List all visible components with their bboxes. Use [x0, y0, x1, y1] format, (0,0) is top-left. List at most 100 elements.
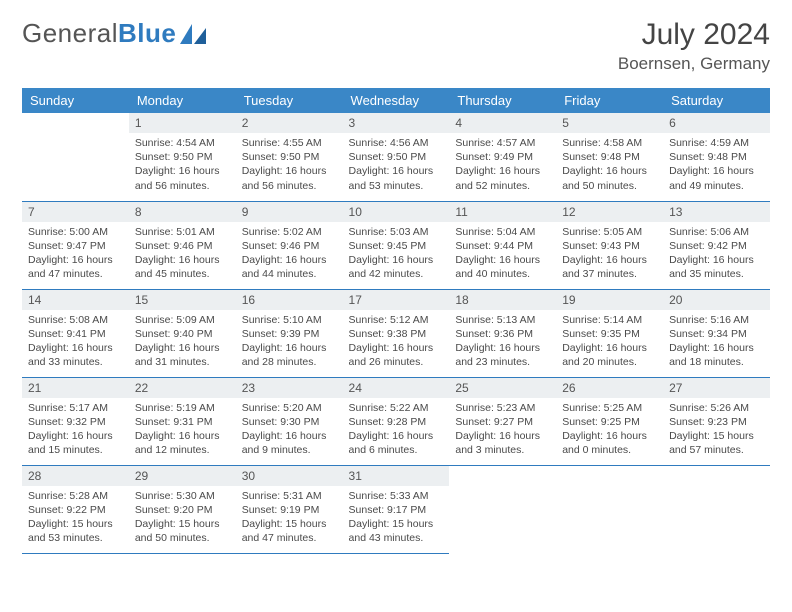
- calendar-cell: 31Sunrise: 5:33 AMSunset: 9:17 PMDayligh…: [343, 465, 450, 553]
- sunset-text: Sunset: 9:35 PM: [562, 327, 657, 341]
- calendar-cell: 16Sunrise: 5:10 AMSunset: 9:39 PMDayligh…: [236, 289, 343, 377]
- sunset-text: Sunset: 9:48 PM: [562, 150, 657, 164]
- calendar-cell: [663, 465, 770, 553]
- day-details: Sunrise: 5:04 AMSunset: 9:44 PMDaylight:…: [449, 222, 556, 288]
- daylight-text: Daylight: 15 hours and 57 minutes.: [669, 429, 764, 457]
- day-details: Sunrise: 5:17 AMSunset: 9:32 PMDaylight:…: [22, 398, 129, 464]
- day-details: Sunrise: 5:02 AMSunset: 9:46 PMDaylight:…: [236, 222, 343, 288]
- calendar-cell: 27Sunrise: 5:26 AMSunset: 9:23 PMDayligh…: [663, 377, 770, 465]
- day-details: Sunrise: 5:08 AMSunset: 9:41 PMDaylight:…: [22, 310, 129, 376]
- calendar-cell: 8Sunrise: 5:01 AMSunset: 9:46 PMDaylight…: [129, 201, 236, 289]
- day-details: Sunrise: 5:22 AMSunset: 9:28 PMDaylight:…: [343, 398, 450, 464]
- day-number: 22: [129, 378, 236, 398]
- sunrise-text: Sunrise: 4:56 AM: [349, 136, 444, 150]
- daylight-text: Daylight: 16 hours and 15 minutes.: [28, 429, 123, 457]
- calendar-cell: 21Sunrise: 5:17 AMSunset: 9:32 PMDayligh…: [22, 377, 129, 465]
- sunrise-text: Sunrise: 5:10 AM: [242, 313, 337, 327]
- daylight-text: Daylight: 16 hours and 0 minutes.: [562, 429, 657, 457]
- sunrise-text: Sunrise: 5:06 AM: [669, 225, 764, 239]
- day-details: Sunrise: 5:09 AMSunset: 9:40 PMDaylight:…: [129, 310, 236, 376]
- sunrise-text: Sunrise: 5:23 AM: [455, 401, 550, 415]
- day-number: 11: [449, 202, 556, 222]
- day-details: Sunrise: 5:14 AMSunset: 9:35 PMDaylight:…: [556, 310, 663, 376]
- day-details: Sunrise: 5:16 AMSunset: 9:34 PMDaylight:…: [663, 310, 770, 376]
- sunset-text: Sunset: 9:22 PM: [28, 503, 123, 517]
- daylight-text: Daylight: 16 hours and 52 minutes.: [455, 164, 550, 192]
- day-details: Sunrise: 5:25 AMSunset: 9:25 PMDaylight:…: [556, 398, 663, 464]
- sunrise-text: Sunrise: 5:03 AM: [349, 225, 444, 239]
- day-number: 17: [343, 290, 450, 310]
- sunrise-text: Sunrise: 5:28 AM: [28, 489, 123, 503]
- day-details: Sunrise: 5:31 AMSunset: 9:19 PMDaylight:…: [236, 486, 343, 552]
- weekday-header: Thursday: [449, 88, 556, 113]
- day-details: Sunrise: 4:55 AMSunset: 9:50 PMDaylight:…: [236, 133, 343, 199]
- logo-icon: [180, 24, 208, 44]
- weekday-header: Tuesday: [236, 88, 343, 113]
- calendar-cell: 13Sunrise: 5:06 AMSunset: 9:42 PMDayligh…: [663, 201, 770, 289]
- calendar-cell: 20Sunrise: 5:16 AMSunset: 9:34 PMDayligh…: [663, 289, 770, 377]
- page-title: July 2024: [618, 18, 770, 52]
- calendar-cell: 30Sunrise: 5:31 AMSunset: 9:19 PMDayligh…: [236, 465, 343, 553]
- day-details: Sunrise: 5:10 AMSunset: 9:39 PMDaylight:…: [236, 310, 343, 376]
- day-details: Sunrise: 5:19 AMSunset: 9:31 PMDaylight:…: [129, 398, 236, 464]
- daylight-text: Daylight: 15 hours and 53 minutes.: [28, 517, 123, 545]
- day-details: Sunrise: 5:30 AMSunset: 9:20 PMDaylight:…: [129, 486, 236, 552]
- daylight-text: Daylight: 15 hours and 47 minutes.: [242, 517, 337, 545]
- calendar-cell: 6Sunrise: 4:59 AMSunset: 9:48 PMDaylight…: [663, 113, 770, 201]
- day-details: Sunrise: 5:26 AMSunset: 9:23 PMDaylight:…: [663, 398, 770, 464]
- sunrise-text: Sunrise: 4:54 AM: [135, 136, 230, 150]
- day-number: 3: [343, 113, 450, 133]
- day-number: 29: [129, 466, 236, 486]
- calendar-cell: 24Sunrise: 5:22 AMSunset: 9:28 PMDayligh…: [343, 377, 450, 465]
- day-details: Sunrise: 5:33 AMSunset: 9:17 PMDaylight:…: [343, 486, 450, 552]
- daylight-text: Daylight: 16 hours and 18 minutes.: [669, 341, 764, 369]
- day-number: 24: [343, 378, 450, 398]
- weekday-header: Monday: [129, 88, 236, 113]
- daylight-text: Daylight: 16 hours and 53 minutes.: [349, 164, 444, 192]
- daylight-text: Daylight: 16 hours and 56 minutes.: [135, 164, 230, 192]
- sunset-text: Sunset: 9:40 PM: [135, 327, 230, 341]
- header-bar: GeneralBlue July 2024 Boernsen, Germany: [22, 18, 770, 74]
- calendar-table: SundayMondayTuesdayWednesdayThursdayFrid…: [22, 88, 770, 554]
- sunset-text: Sunset: 9:43 PM: [562, 239, 657, 253]
- weekday-header: Sunday: [22, 88, 129, 113]
- sunrise-text: Sunrise: 5:16 AM: [669, 313, 764, 327]
- day-number: 14: [22, 290, 129, 310]
- sunset-text: Sunset: 9:17 PM: [349, 503, 444, 517]
- calendar-cell: [449, 465, 556, 553]
- sunrise-text: Sunrise: 5:22 AM: [349, 401, 444, 415]
- sunrise-text: Sunrise: 5:25 AM: [562, 401, 657, 415]
- day-details: Sunrise: 5:06 AMSunset: 9:42 PMDaylight:…: [663, 222, 770, 288]
- day-number: 30: [236, 466, 343, 486]
- calendar-cell: 15Sunrise: 5:09 AMSunset: 9:40 PMDayligh…: [129, 289, 236, 377]
- calendar-cell: 11Sunrise: 5:04 AMSunset: 9:44 PMDayligh…: [449, 201, 556, 289]
- day-details: Sunrise: 5:23 AMSunset: 9:27 PMDaylight:…: [449, 398, 556, 464]
- calendar-cell: 5Sunrise: 4:58 AMSunset: 9:48 PMDaylight…: [556, 113, 663, 201]
- sunset-text: Sunset: 9:50 PM: [135, 150, 230, 164]
- sunset-text: Sunset: 9:50 PM: [242, 150, 337, 164]
- weekday-header: Wednesday: [343, 88, 450, 113]
- calendar-body: 1Sunrise: 4:54 AMSunset: 9:50 PMDaylight…: [22, 113, 770, 553]
- calendar-cell: 18Sunrise: 5:13 AMSunset: 9:36 PMDayligh…: [449, 289, 556, 377]
- daylight-text: Daylight: 16 hours and 42 minutes.: [349, 253, 444, 281]
- logo-text-2: Blue: [118, 18, 176, 49]
- sunset-text: Sunset: 9:47 PM: [28, 239, 123, 253]
- calendar-cell: 10Sunrise: 5:03 AMSunset: 9:45 PMDayligh…: [343, 201, 450, 289]
- calendar-cell: 19Sunrise: 5:14 AMSunset: 9:35 PMDayligh…: [556, 289, 663, 377]
- sunrise-text: Sunrise: 5:30 AM: [135, 489, 230, 503]
- sunrise-text: Sunrise: 4:55 AM: [242, 136, 337, 150]
- day-details: Sunrise: 5:20 AMSunset: 9:30 PMDaylight:…: [236, 398, 343, 464]
- day-number: 1: [129, 113, 236, 133]
- daylight-text: Daylight: 16 hours and 47 minutes.: [28, 253, 123, 281]
- daylight-text: Daylight: 16 hours and 56 minutes.: [242, 164, 337, 192]
- day-details: Sunrise: 5:13 AMSunset: 9:36 PMDaylight:…: [449, 310, 556, 376]
- sunrise-text: Sunrise: 5:00 AM: [28, 225, 123, 239]
- sunset-text: Sunset: 9:48 PM: [669, 150, 764, 164]
- daylight-text: Daylight: 16 hours and 44 minutes.: [242, 253, 337, 281]
- day-number: 6: [663, 113, 770, 133]
- sunrise-text: Sunrise: 5:12 AM: [349, 313, 444, 327]
- calendar-cell: 17Sunrise: 5:12 AMSunset: 9:38 PMDayligh…: [343, 289, 450, 377]
- day-details: Sunrise: 4:56 AMSunset: 9:50 PMDaylight:…: [343, 133, 450, 199]
- weekday-header: Saturday: [663, 88, 770, 113]
- sunset-text: Sunset: 9:50 PM: [349, 150, 444, 164]
